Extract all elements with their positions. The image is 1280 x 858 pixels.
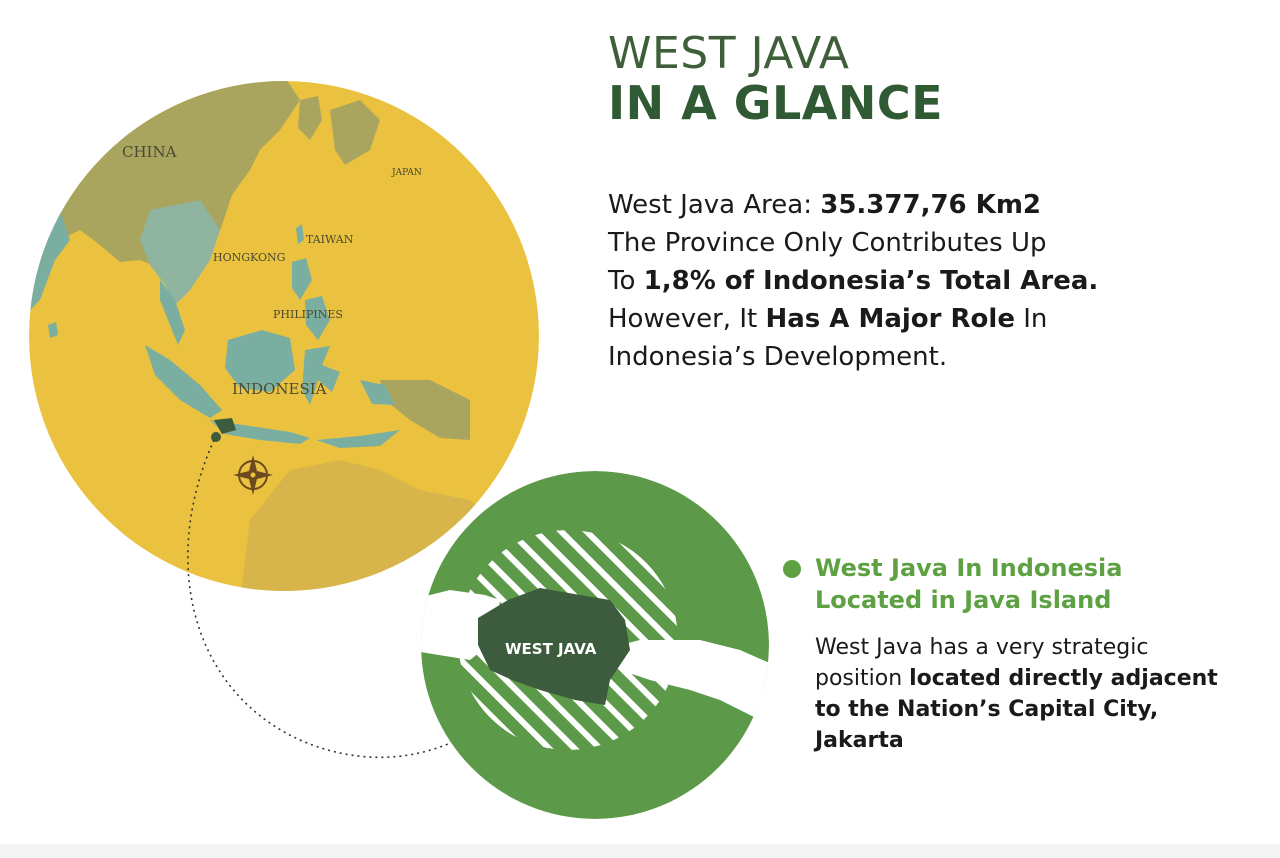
legend-body-line-1: West Java has a very strategic [815,635,1149,660]
area-summary: West Java Area: 35.377,76 Km2 The Provin… [608,186,1248,376]
west-java-highlight [214,418,236,434]
area-value: 35.377,76 Km2 [820,190,1042,220]
area-label: West Java Area: [608,190,821,220]
summary-line-2: The Province Only Contributes Up [608,228,1047,258]
legend-heading-line-2: Located in Java Island [815,586,1112,614]
map-label-japan: JAPAN [391,168,422,178]
legend-body-line-2: position located directly adjacent [815,663,1265,694]
map-label-indonesia: INDONESIA [232,380,327,398]
legend-emphasis: located directly adjacent [909,666,1218,691]
map-label-philippines: PHILIPINES [273,308,343,321]
korea [298,96,322,140]
legend-body-line-4: Jakarta [815,725,1265,756]
compass-rose-icon [233,455,273,495]
zoom-java-circle: WEST JAVA [421,471,769,819]
papua [380,380,470,440]
legend-heading: West Java In Indonesia Located in Java I… [815,552,1122,616]
sulawesi [302,346,340,405]
regional-map-globe [29,81,539,591]
map-label-taiwan: TAIWAN [306,233,354,246]
japan [330,100,380,165]
java-land-east [600,640,769,730]
southeast-asia [140,200,220,305]
summary-line-3: To 1,8% of Indonesia’s Total Area. [608,262,1248,300]
summary-line-5: Indonesia’s Development. [608,342,948,372]
map-label-china: CHINA [122,143,177,161]
sri-lanka [48,322,58,338]
taiwan [296,224,304,244]
sumatra [145,345,222,418]
legend-body-line-3: to the Nation’s Capital City, [815,694,1265,725]
summary-text: To [608,266,644,296]
summary-text: However, It [608,304,766,334]
legend-emphasis: to the Nation’s Capital City, [815,697,1159,722]
papua-west [360,380,395,405]
borneo [225,330,295,392]
legend-heading-line-1: West Java In Indonesia [815,554,1123,582]
location-dot-icon [211,432,221,442]
west-java-shape [478,588,630,705]
summary-text: In [1014,304,1048,334]
summary-emphasis: Has A Major Role [765,304,1015,334]
west-java-label: WEST JAVA [505,640,597,658]
legend-bullet-icon [783,560,801,578]
summary-line-1: West Java Area: 35.377,76 Km2 [608,186,1248,224]
page-title-bold: IN A GLANCE [608,76,944,130]
connector-dotted-line [187,439,516,759]
area-percentage: 1,8% of Indonesia’s Total Area. [643,266,1099,296]
map-label-hongkong: HONGKONG [213,251,285,264]
summary-line-4: However, It Has A Major Role In [608,300,1248,338]
philippines [292,258,330,340]
legend-description: West Java has a very strategic position … [815,632,1265,756]
bottom-strip [0,844,1280,858]
legend-text: position [815,666,910,691]
page-title-light: WEST JAVA [608,28,850,79]
java-island [210,420,310,444]
nusa-tenggara [316,430,400,448]
malay-peninsula [160,280,185,345]
capital-city: Jakarta [815,728,904,753]
